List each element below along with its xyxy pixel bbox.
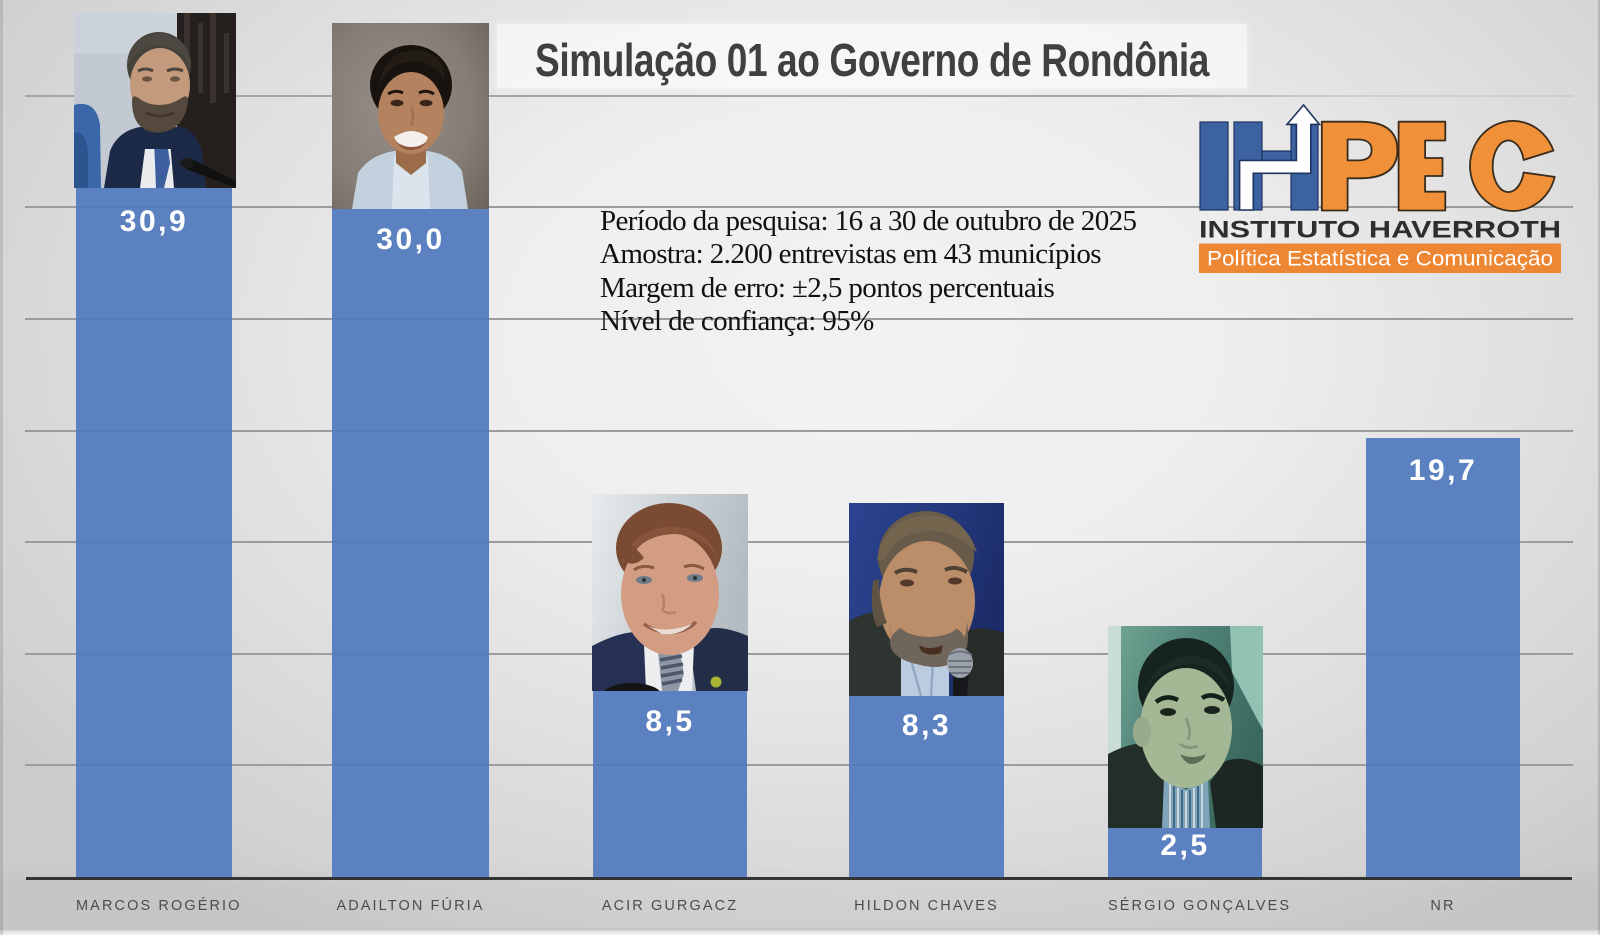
svg-text:Política Estatística e Comunic: Política Estatística e Comunicação [1207,247,1553,271]
svg-text:INSTITUTO HAVERROTH: INSTITUTO HAVERROTH [1199,217,1561,244]
